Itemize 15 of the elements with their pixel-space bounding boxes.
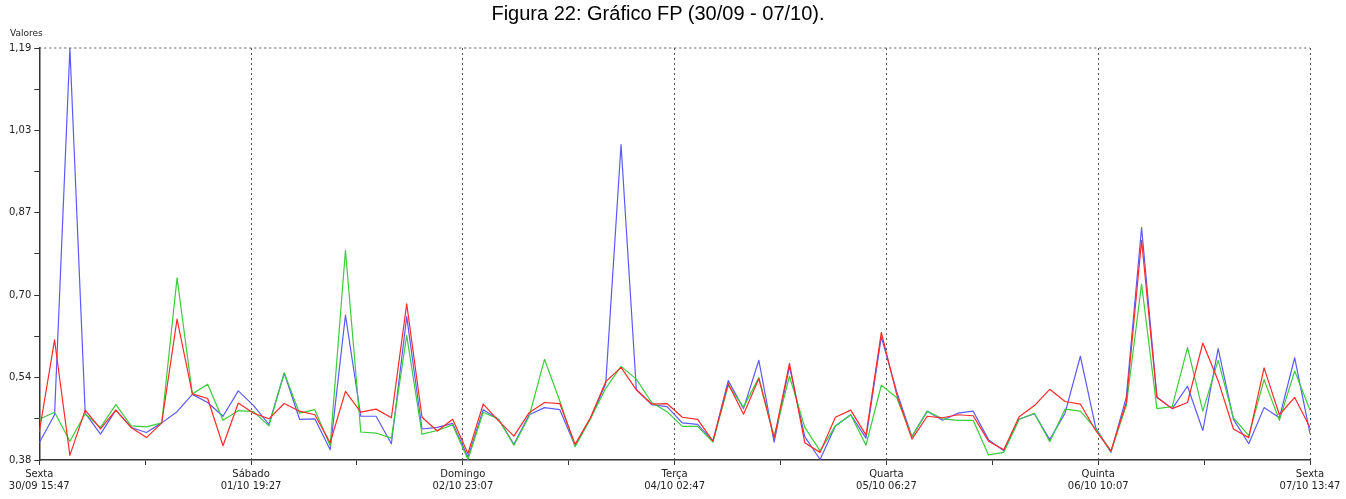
- x-tick-label: Sábado 01/10 19:27: [220, 467, 282, 491]
- y-tick-label: 0,38: [9, 453, 32, 465]
- x-tick-label: Sexta 07/10 13:47: [1279, 467, 1341, 491]
- x-tick-label: Terça 04/10 02:47: [644, 467, 706, 491]
- y-tick-label: 0,70: [9, 288, 32, 300]
- x-tick-label: Sexta 30/09 15:47: [8, 467, 70, 491]
- y-tick-label: 0,54: [9, 371, 32, 383]
- y-tick-label: 0,87: [9, 206, 32, 218]
- chart-title: Figura 22: Gráfico FP (30/09 - 07/10).: [491, 1, 825, 24]
- y-tick-label: 1,03: [9, 123, 32, 135]
- y-tick-label: 1,19: [9, 41, 32, 53]
- y-axis-title: Valores: [10, 27, 44, 38]
- x-tick-label: Quinta 06/10 10:07: [1067, 467, 1129, 491]
- x-tick-label: Quarta 05/10 06:27: [856, 467, 917, 491]
- x-tick-label: Domingo 02/10 23:07: [432, 467, 494, 491]
